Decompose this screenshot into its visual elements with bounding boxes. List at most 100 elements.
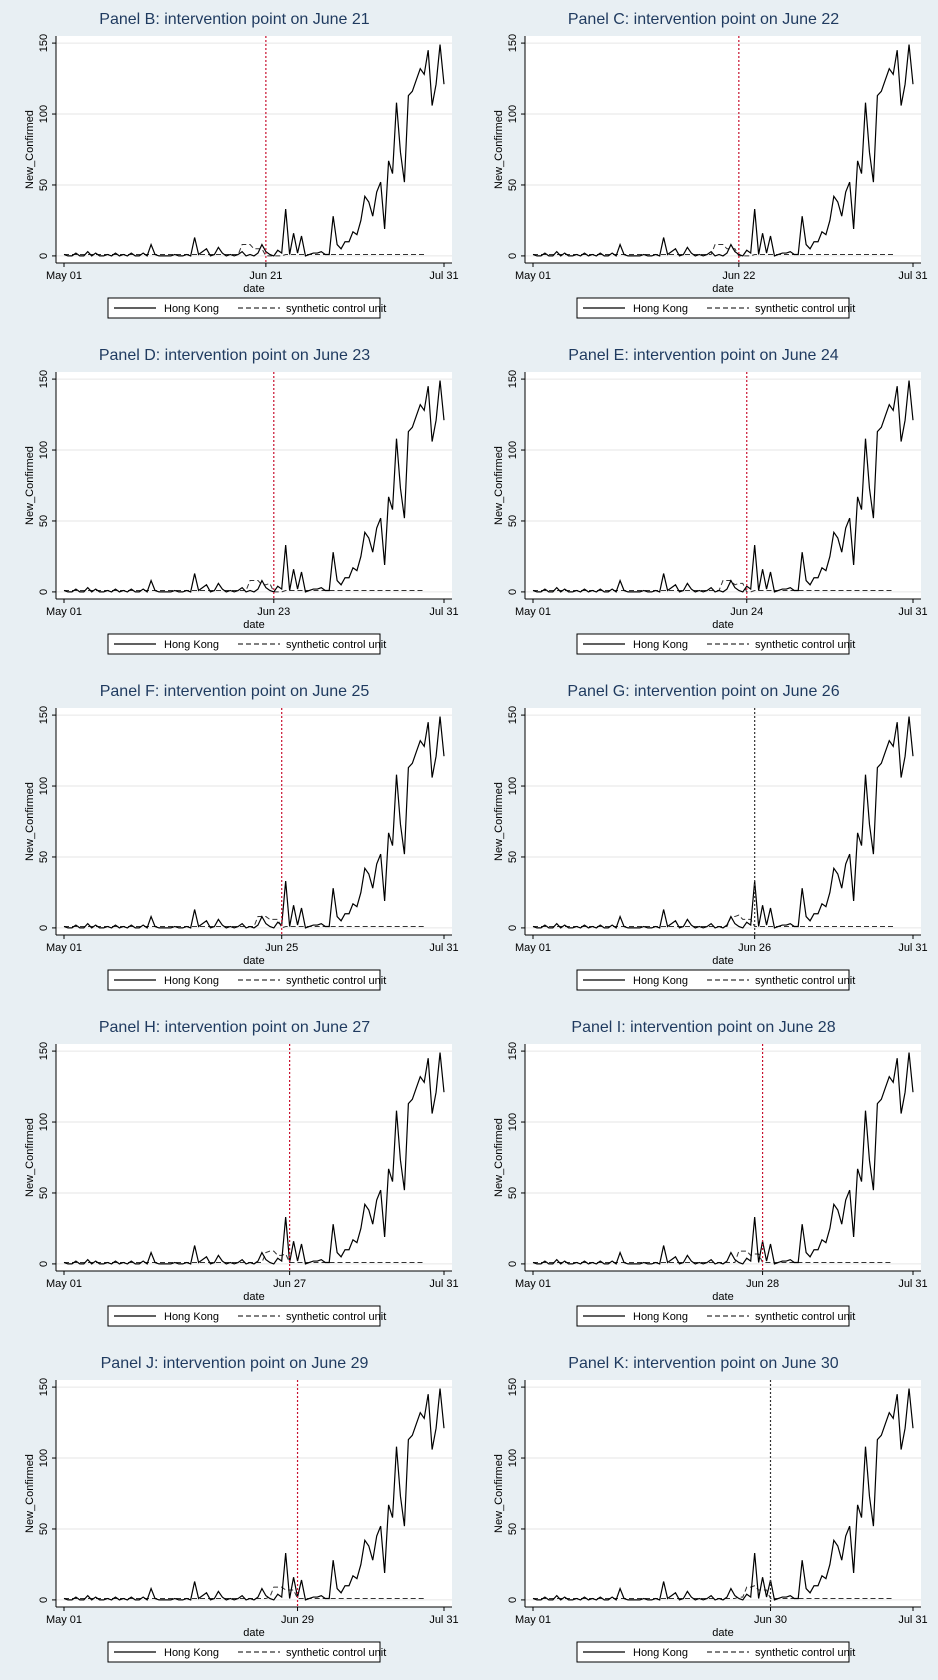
x-tick-label: Jun 30 xyxy=(754,1614,787,1626)
hong-kong-line xyxy=(63,44,445,257)
panel-svg: Panel K: intervention point on June 30 0 5… xyxy=(493,1355,928,1663)
x-tick-label: Jul 31 xyxy=(429,942,458,954)
legend-label-synthetic: synthetic control unit xyxy=(286,975,386,987)
y-tick-label: 150 xyxy=(38,370,50,388)
panel-title: Panel K: intervention point on June 30 xyxy=(568,1355,839,1372)
x-tick-label: Jul 31 xyxy=(429,1278,458,1290)
legend-label-hong-kong: Hong Kong xyxy=(164,1647,219,1659)
y-tick-label: 0 xyxy=(38,589,50,595)
legend-label-synthetic: synthetic control unit xyxy=(286,1311,386,1323)
x-tick-label: Jun 25 xyxy=(265,942,298,954)
x-tick-label: Jul 31 xyxy=(898,606,927,618)
y-tick-label: 100 xyxy=(507,777,519,795)
x-tick-label: May 01 xyxy=(46,1614,82,1626)
hong-kong-line xyxy=(532,1388,914,1601)
legend-label-synthetic: synthetic control unit xyxy=(286,639,386,651)
x-tick-label: May 01 xyxy=(515,270,551,282)
y-axis-label: New_Confirmed xyxy=(24,1454,36,1533)
panel-title: Panel J: intervention point on June 29 xyxy=(101,1355,369,1372)
x-axis-label: date xyxy=(243,1291,264,1303)
y-tick-label: 150 xyxy=(38,1042,50,1060)
panel-title: Panel D: intervention point on June 23 xyxy=(99,347,370,364)
y-tick-label: 50 xyxy=(507,179,519,191)
legend xyxy=(576,1305,850,1327)
y-tick-label: 50 xyxy=(38,1187,50,1199)
legend xyxy=(576,1641,850,1663)
x-tick-label: May 01 xyxy=(46,606,82,618)
x-tick-label: Jun 29 xyxy=(281,1614,314,1626)
y-tick-label: 50 xyxy=(507,515,519,527)
panel-title: Panel C: intervention point on June 22 xyxy=(568,11,839,28)
panel-title: Panel B: intervention point on June 21 xyxy=(99,11,370,28)
legend xyxy=(107,633,381,655)
chart-panel: Panel F: intervention point on June 25 0 5… xyxy=(0,672,469,1008)
x-tick-label: May 01 xyxy=(515,606,551,618)
panel-title: Panel G: intervention point on June 26 xyxy=(567,683,839,700)
x-tick-label: May 01 xyxy=(515,942,551,954)
legend-label-hong-kong: Hong Kong xyxy=(633,1311,688,1323)
y-tick-label: 100 xyxy=(38,1449,50,1467)
x-axis-label: date xyxy=(712,955,733,967)
y-tick-label: 100 xyxy=(38,1113,50,1131)
y-tick-label: 0 xyxy=(38,253,50,259)
legend-label-hong-kong: Hong Kong xyxy=(164,303,219,315)
y-tick-label: 100 xyxy=(507,105,519,123)
y-axis-label: New_Confirmed xyxy=(493,1454,505,1533)
y-tick-label: 50 xyxy=(507,1523,519,1535)
hong-kong-line xyxy=(63,380,445,593)
y-tick-label: 0 xyxy=(507,925,519,931)
legend xyxy=(107,1641,381,1663)
legend-label-hong-kong: Hong Kong xyxy=(164,1311,219,1323)
x-tick-label: Jul 31 xyxy=(429,606,458,618)
x-tick-label: May 01 xyxy=(46,1278,82,1290)
legend-label-synthetic: synthetic control unit xyxy=(755,975,855,987)
x-tick-label: Jun 27 xyxy=(273,1278,306,1290)
chart-panel: Panel B: intervention point on June 21 0 5… xyxy=(0,0,469,336)
hong-kong-line xyxy=(63,1052,445,1265)
plot-area xyxy=(56,1380,452,1607)
hong-kong-line xyxy=(532,716,914,929)
legend xyxy=(107,969,381,991)
plot-area xyxy=(525,708,921,935)
panel-svg: Panel H: intervention point on June 27 0 5… xyxy=(24,1019,459,1327)
x-tick-label: May 01 xyxy=(46,942,82,954)
x-tick-label: Jul 31 xyxy=(898,942,927,954)
legend-label-synthetic: synthetic control unit xyxy=(286,1647,386,1659)
x-tick-label: May 01 xyxy=(515,1614,551,1626)
x-tick-label: Jun 21 xyxy=(249,270,282,282)
y-tick-label: 150 xyxy=(38,34,50,52)
chart-panel: Panel I: intervention point on June 28 0 5… xyxy=(469,1008,938,1344)
x-tick-label: Jul 31 xyxy=(429,270,458,282)
plot-area xyxy=(56,36,452,263)
legend-label-hong-kong: Hong Kong xyxy=(633,639,688,651)
y-axis-label: New_Confirmed xyxy=(24,782,36,861)
y-tick-label: 0 xyxy=(507,589,519,595)
panel-svg: Panel I: intervention point on June 28 0 5… xyxy=(493,1019,928,1327)
chart-panel: Panel E: intervention point on June 24 0 5… xyxy=(469,336,938,672)
legend xyxy=(576,297,850,319)
panel-svg: Panel G: intervention point on June 26 0 5… xyxy=(493,683,928,991)
x-tick-label: Jun 22 xyxy=(722,270,755,282)
chart-panel: Panel H: intervention point on June 27 0 5… xyxy=(0,1008,469,1344)
y-tick-label: 50 xyxy=(38,515,50,527)
hong-kong-line xyxy=(63,716,445,929)
legend xyxy=(576,633,850,655)
chart-panel: Panel K: intervention point on June 30 0 5… xyxy=(469,1344,938,1680)
panel-svg: Panel J: intervention point on June 29 0 5… xyxy=(24,1355,459,1663)
panel-svg: Panel B: intervention point on June 21 0 5… xyxy=(24,11,459,319)
y-tick-label: 50 xyxy=(38,1523,50,1535)
chart-panel: Panel D: intervention point on June 23 0 5… xyxy=(0,336,469,672)
hong-kong-line xyxy=(63,1388,445,1601)
y-tick-label: 0 xyxy=(507,253,519,259)
legend xyxy=(107,1305,381,1327)
panel-svg: Panel E: intervention point on June 24 0 5… xyxy=(493,347,928,655)
plot-area xyxy=(525,372,921,599)
x-tick-label: May 01 xyxy=(515,1278,551,1290)
legend-label-synthetic: synthetic control unit xyxy=(755,303,855,315)
y-axis-label: New_Confirmed xyxy=(24,1118,36,1197)
plot-area xyxy=(525,1044,921,1271)
x-tick-label: Jun 28 xyxy=(746,1278,779,1290)
legend xyxy=(576,969,850,991)
panel-title: Panel E: intervention point on June 24 xyxy=(568,347,839,364)
y-tick-label: 0 xyxy=(507,1597,519,1603)
